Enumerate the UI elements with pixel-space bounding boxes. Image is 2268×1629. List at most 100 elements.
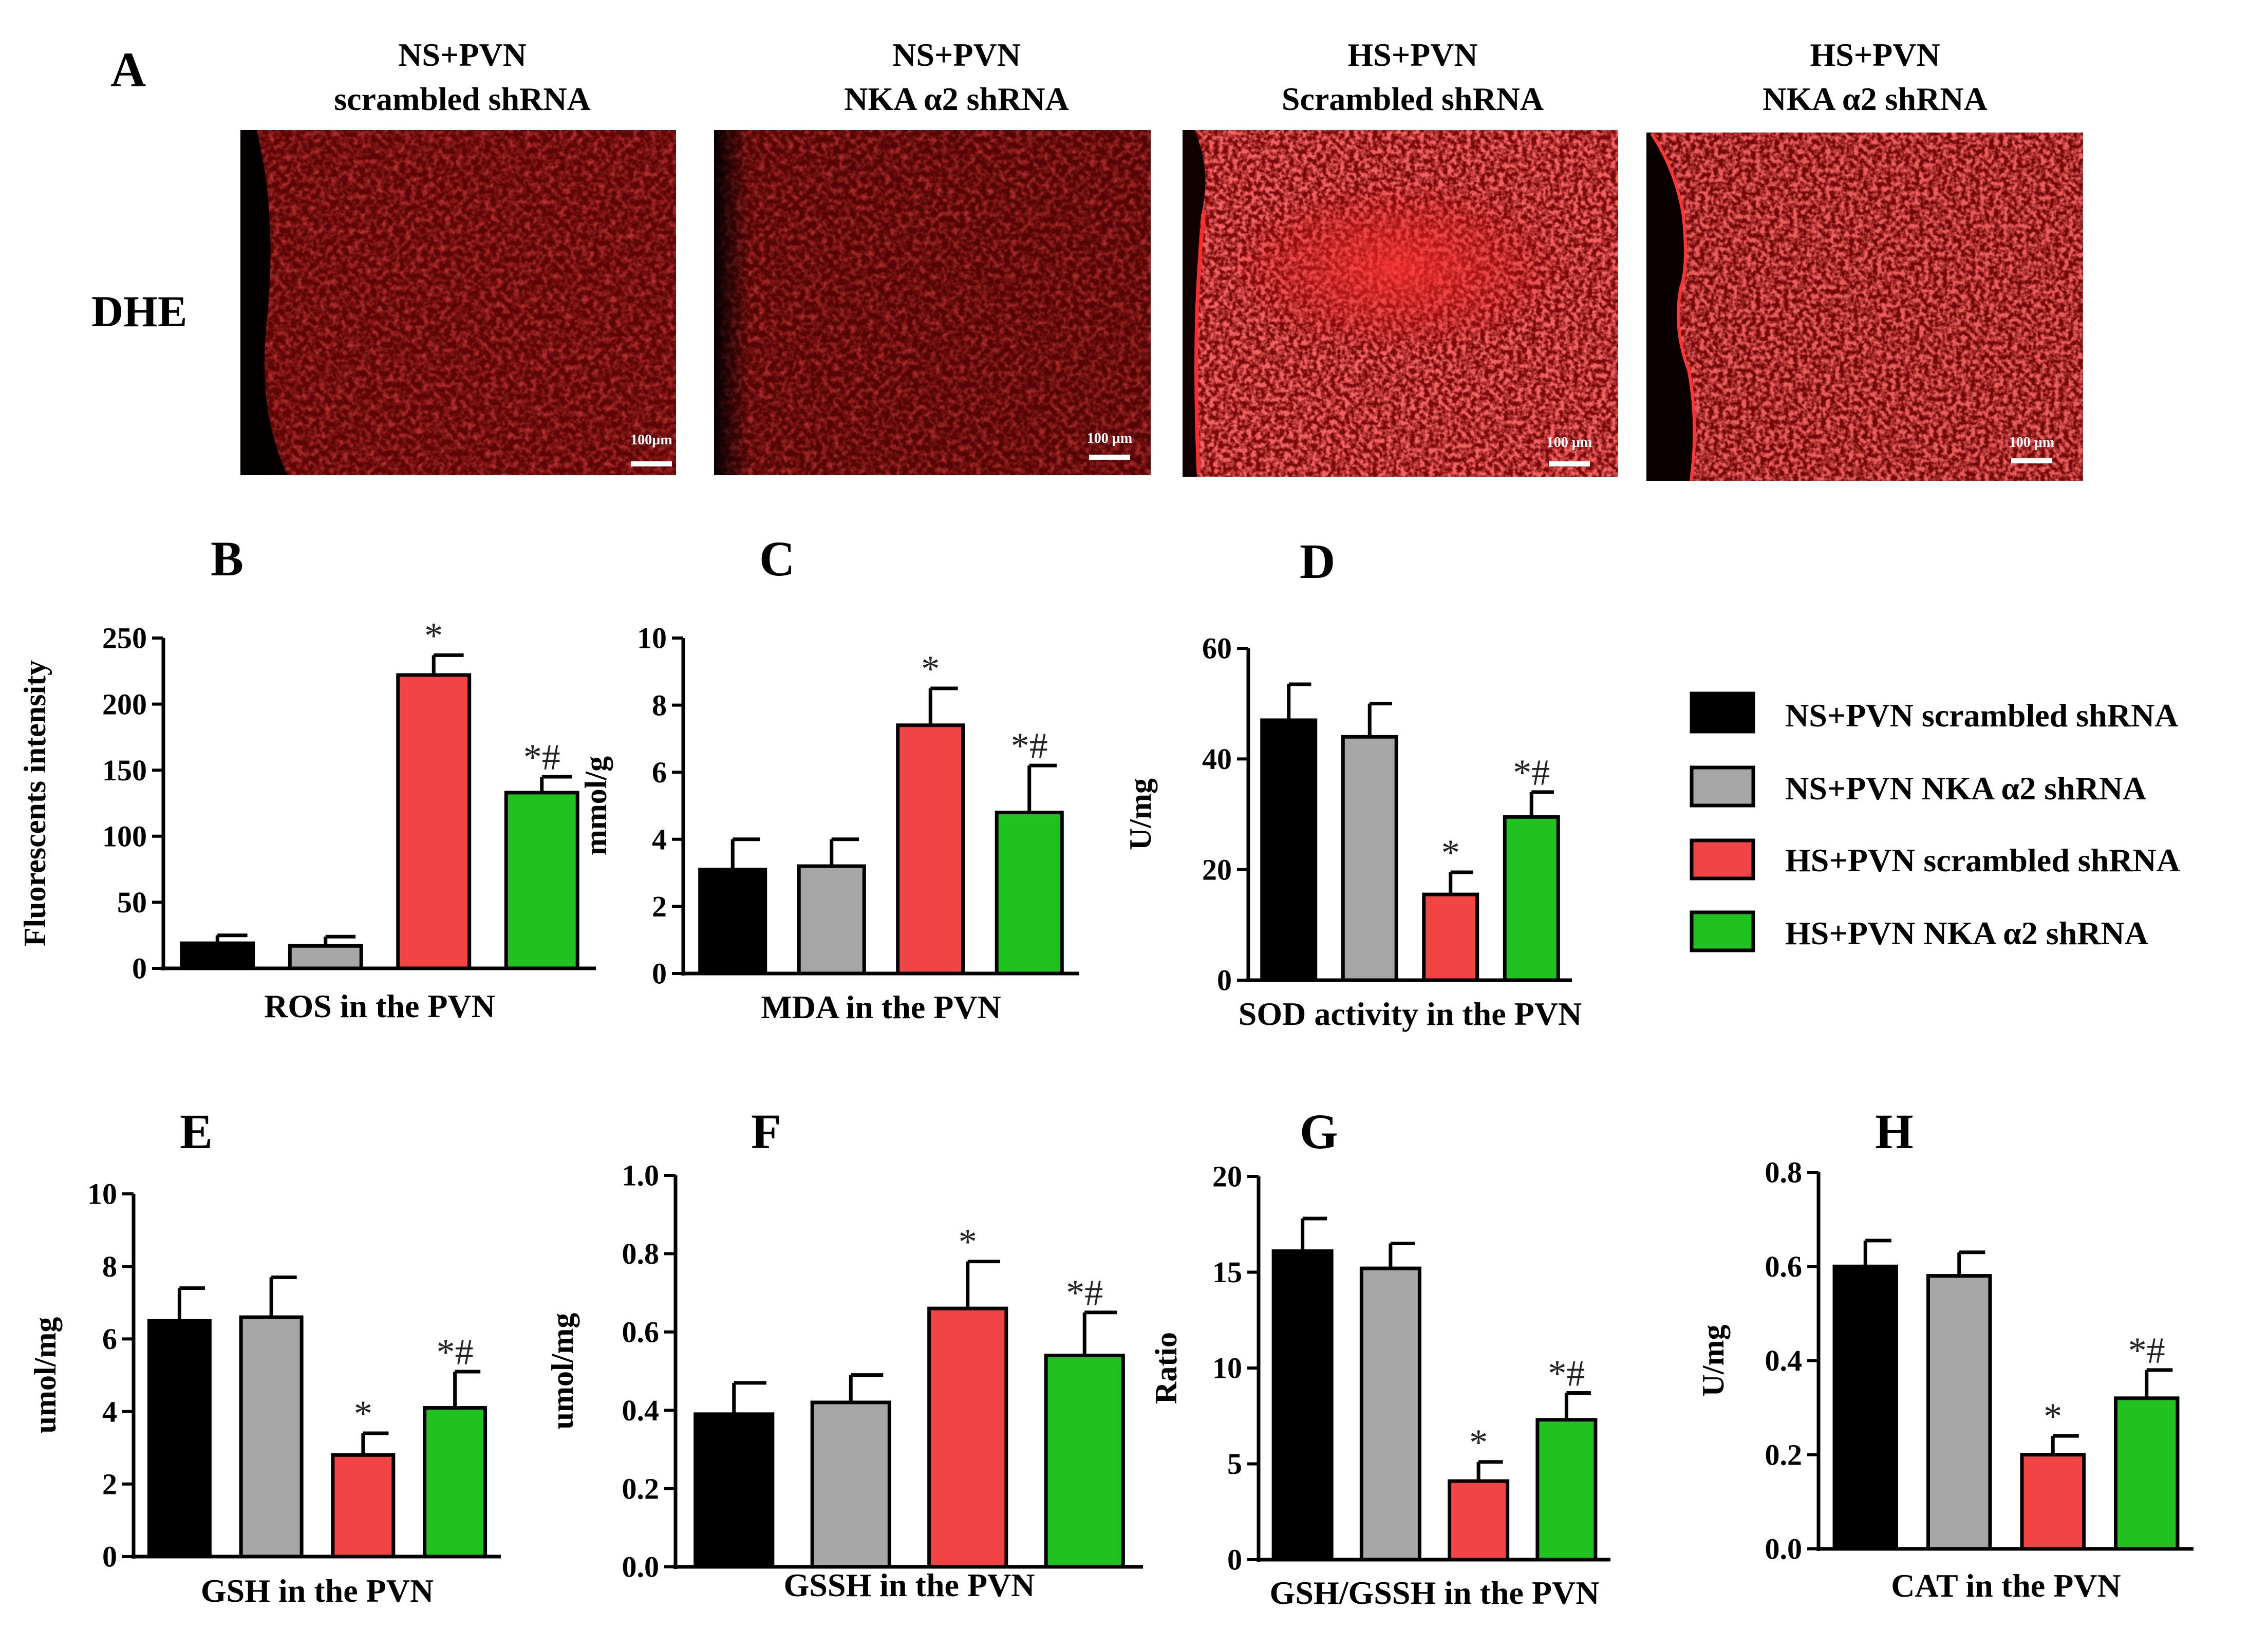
micrograph-title-line2: Scrambled shRNA xyxy=(1282,81,1544,117)
y-tick-label: 0.4 xyxy=(622,1394,660,1427)
bar xyxy=(396,673,472,970)
bar xyxy=(1341,735,1398,982)
micrograph-ns-scrambled: NS+PVN scrambled shRNA 100µm xyxy=(240,36,676,475)
y-axis-label: umol/mg xyxy=(546,1313,579,1430)
chart-title: GSH/GSSH in the PVN xyxy=(1270,1575,1600,1611)
y-tick-label: 0 xyxy=(132,952,147,985)
micrograph-hs-scrambled: HS+PVN Scrambled shRNA 100 µm xyxy=(1183,36,1618,477)
bar xyxy=(331,1453,396,1559)
bar xyxy=(180,941,255,970)
y-tick-label: 200 xyxy=(102,687,147,721)
micrograph-title-line1: NS+PVN xyxy=(892,36,1021,73)
y-tick-label: 150 xyxy=(102,754,147,787)
chart-title: SOD activity in the PVN xyxy=(1239,996,1582,1032)
y-tick-label: 15 xyxy=(1212,1256,1242,1289)
bar xyxy=(239,1315,304,1559)
bar xyxy=(1422,892,1479,982)
panel-letter-a: A xyxy=(110,42,146,97)
bar xyxy=(2114,1396,2180,1551)
significance-mark: *# xyxy=(2128,1330,2165,1371)
significance-mark: *# xyxy=(1513,752,1550,793)
chart-panel-c: C * *# 0 2 4 6 8 10 mmol/g MDA in the PVN xyxy=(579,531,1079,1025)
bar xyxy=(1448,1479,1510,1562)
chart-title: GSH in the PVN xyxy=(201,1572,434,1609)
panel-letter: B xyxy=(211,531,243,586)
y-tick-label: 100 xyxy=(102,820,147,853)
y-tick-label: 10 xyxy=(87,1177,117,1211)
y-tick-label: 0 xyxy=(1227,1543,1242,1577)
y-tick-label: 20 xyxy=(1202,853,1232,886)
bar xyxy=(2020,1453,2086,1551)
legend-swatch-green xyxy=(1690,910,1755,952)
bar xyxy=(927,1306,1008,1569)
chart-panel-b: B * *# 0 50 100 150 200 250 Fluorescents intensit… xyxy=(18,531,596,1024)
y-tick-label: 10 xyxy=(637,622,667,655)
panel-letter: C xyxy=(759,531,795,586)
y-tick-label: 0.0 xyxy=(622,1550,660,1584)
bar xyxy=(1926,1274,1992,1551)
significance-mark: *# xyxy=(1548,1353,1585,1394)
y-tick-label: 40 xyxy=(1202,742,1232,776)
bar xyxy=(1044,1354,1125,1569)
micrograph-ns-nka-shrna: NS+PVN NKA α2 shRNA 100 µm xyxy=(714,36,1151,475)
y-tick-label: 0.0 xyxy=(1765,1532,1803,1566)
y-tick-label: 0.6 xyxy=(622,1316,660,1349)
bar xyxy=(1503,815,1560,982)
bar xyxy=(693,1412,775,1569)
y-tick-label: 0.4 xyxy=(1765,1344,1803,1377)
y-tick-label: 10 xyxy=(1212,1352,1242,1385)
scale-bar-label: 100 µm xyxy=(1547,435,1592,451)
legend-label: HS+PVN scrambled shRNA xyxy=(1785,842,2180,878)
y-tick-label: 0.8 xyxy=(622,1237,660,1270)
significance-mark: *# xyxy=(523,737,560,778)
y-tick-label: 0 xyxy=(652,957,667,990)
micrograph-title-line2: scrambled shRNA xyxy=(334,81,591,117)
micrograph-title-line1: NS+PVN xyxy=(398,36,527,73)
y-tick-label: 0.2 xyxy=(622,1472,660,1505)
y-tick-label: 0.2 xyxy=(1765,1438,1803,1471)
scale-bar-label: 100 µm xyxy=(2009,435,2054,451)
y-tick-label: 1.0 xyxy=(622,1159,660,1192)
y-axis-label: Ratio xyxy=(1149,1332,1183,1404)
bar xyxy=(1359,1266,1421,1562)
panel-letter: D xyxy=(1300,534,1335,589)
bar xyxy=(896,723,965,976)
y-axis-label: U/mg xyxy=(1696,1325,1730,1397)
chart-panel-d: D * *# 0 20 40 60 U/mg SOD activity in the PVN xyxy=(1123,534,1582,1032)
bar xyxy=(1832,1264,1898,1551)
y-tick-label: 0.8 xyxy=(1765,1156,1803,1189)
significance-mark: * xyxy=(424,615,443,656)
significance-mark: * xyxy=(1441,832,1460,873)
y-tick-label: 6 xyxy=(102,1322,117,1356)
y-axis-label: umol/mg xyxy=(28,1317,62,1434)
chart-panel-f: F * *# 0.0 0.2 0.4 0.6 0.8 1.0 umol/mg GSSH in the… xyxy=(546,1104,1143,1603)
significance-mark: *# xyxy=(437,1332,474,1373)
panel-letter: G xyxy=(1300,1104,1338,1159)
chart-title: ROS in the PVN xyxy=(264,988,495,1024)
legend-swatch-red xyxy=(1690,838,1755,881)
y-tick-label: 250 xyxy=(102,622,147,655)
chart-title: GSSH in the PVN xyxy=(784,1567,1035,1603)
chart-title: CAT in the PVN xyxy=(1891,1567,2121,1604)
y-tick-label: 4 xyxy=(652,823,667,856)
y-tick-label: 8 xyxy=(652,688,667,722)
panel-letter: H xyxy=(1875,1104,1914,1159)
bar xyxy=(698,868,767,976)
bar xyxy=(147,1319,212,1559)
bar xyxy=(1271,1249,1334,1562)
legend-label: NS+PVN NKA α2 shRNA xyxy=(1785,770,2146,807)
y-tick-label: 2 xyxy=(652,890,667,923)
legend: NS+PVN scrambled shRNA NS+PVN NKA α2 shR… xyxy=(1690,691,2180,952)
row-label-dhe: DHE xyxy=(91,287,187,336)
y-tick-label: 20 xyxy=(1212,1160,1242,1193)
chart-panel-e: E * *# 0 2 4 6 8 10 umol/mg GSH in the PVN xyxy=(28,1104,501,1609)
legend-label: HS+PVN NKA α2 shRNA xyxy=(1785,915,2148,951)
y-tick-label: 60 xyxy=(1202,632,1232,665)
y-axis-label: U/mg xyxy=(1123,778,1157,850)
y-axis-label: mmol/g xyxy=(579,756,613,855)
micrograph-title-line2: NKA α2 shRNA xyxy=(1763,81,1988,117)
significance-mark: *# xyxy=(1011,725,1048,766)
chart-panel-g: G * *# 0 5 10 15 20 Ratio GSH/GSSH in the PVN xyxy=(1149,1104,1610,1611)
